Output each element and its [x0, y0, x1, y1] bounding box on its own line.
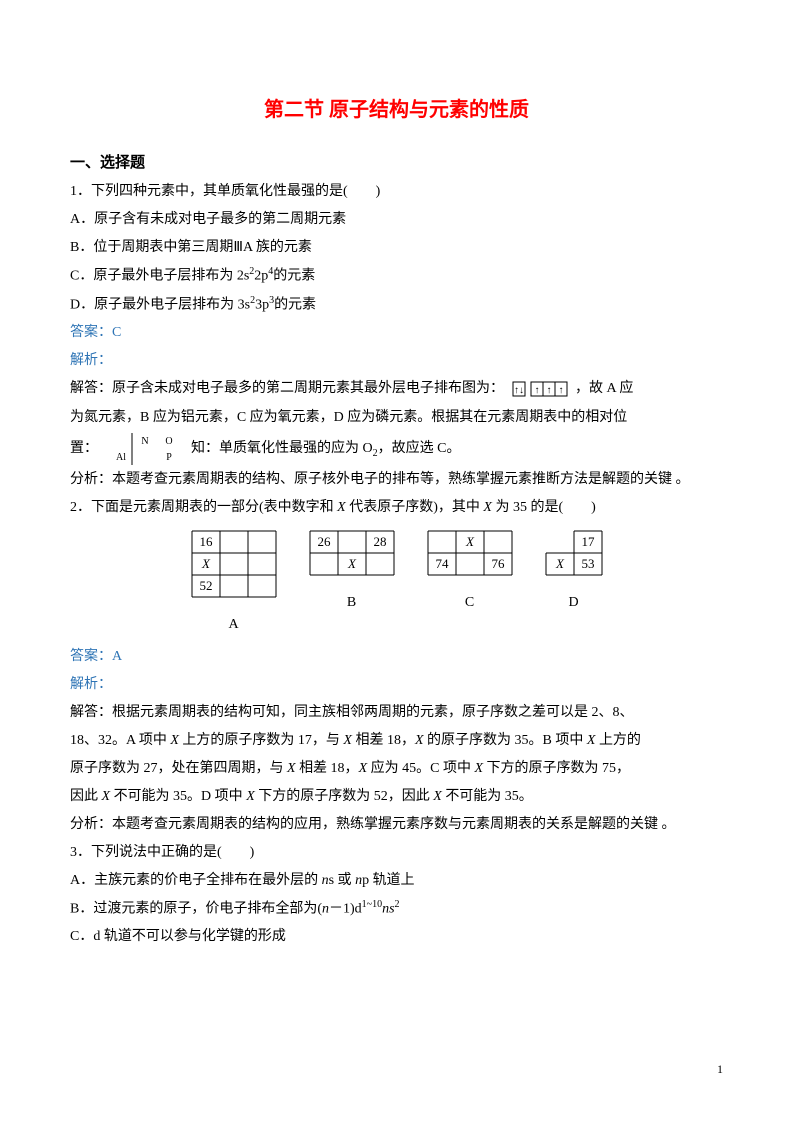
q1-explanation-line1: 解答：原子含未成对电子最多的第二周期元素其最外层电子排布图为： ↑↓ ↑ ↑ ↑ ，故… — [70, 375, 723, 403]
q2-analysis-label: 解析： — [70, 671, 723, 699]
variable-n: n — [322, 901, 329, 916]
q2-answer: 答案：A — [70, 643, 723, 671]
q1-explanation-line2: 为氮元素，B 应为铝元素，C 应为氧元素，D 应为磷元素。根据其在元素周期表中的… — [70, 404, 723, 432]
text: 置： — [70, 441, 98, 456]
option-label: B — [309, 589, 395, 617]
text: 知：单质氧化性最强的应为 O — [191, 441, 373, 456]
text: 解答：原子含未成对电子最多的第二周期元素其最外层电子排布图为： — [70, 382, 504, 397]
svg-text:53: 53 — [581, 556, 594, 571]
svg-text:17: 17 — [581, 534, 595, 549]
svg-text:52: 52 — [199, 578, 212, 593]
q1-option-c: C．原子最外电子层排布为 2s22p4的元素 — [70, 262, 723, 291]
svg-text:O: O — [165, 436, 172, 447]
periodic-table-options: 16 X 52 A 26 28 X B X 74 76 C 17 53 X D — [70, 530, 723, 639]
svg-text:N: N — [141, 436, 148, 447]
q1-analysis-label: 解析： — [70, 347, 723, 375]
text: 的元素 — [273, 269, 315, 284]
svg-text:P: P — [166, 452, 172, 463]
orbital-diagram: ↑↓ ↑ ↑ ↑ — [512, 375, 568, 403]
variable-x: X — [483, 500, 492, 515]
svg-text:16: 16 — [199, 534, 213, 549]
variable-n: n — [322, 873, 329, 888]
q1-option-a: A．原子含有未成对电子最多的第二周期元素 — [70, 206, 723, 234]
q1-option-d: D．原子最外电子层排布为 3s23p3的元素 — [70, 291, 723, 320]
q2-explanation-line1: 解答：根据元素周期表的结构可知，同主族相邻两周期的元素，原子序数之差可以是 2、… — [70, 699, 723, 727]
periodic-fragment-c: X 74 76 C — [427, 530, 513, 617]
q3-option-a: A．主族元素的价电子全排布在最外层的 ns 或 np 轨道上 — [70, 867, 723, 895]
option-label: A — [191, 611, 277, 639]
q1-option-b: B．位于周期表中第三周期ⅢA 族的元素 — [70, 234, 723, 262]
text: －1)d — [329, 901, 362, 916]
svg-text:26: 26 — [317, 534, 331, 549]
variable-x: X — [337, 500, 346, 515]
svg-text:X: X — [555, 556, 565, 571]
svg-text:X: X — [201, 556, 211, 571]
text: B．过渡元素的原子，价电子排布全部为( — [70, 901, 322, 916]
q3-option-b: B．过渡元素的原子，价电子排布全部为(n－1)d1~10ns2 — [70, 895, 723, 924]
text: 2．下面是元素周期表的一部分(表中数字和 — [70, 500, 337, 515]
q1-stem: 1．下列四种元素中，其单质氧化性最强的是( ) — [70, 178, 723, 206]
q3-stem: 3．下列说法中正确的是( ) — [70, 839, 723, 867]
variable-n: n — [355, 873, 362, 888]
q2-explanation-line3: 原子序数为 27，处在第四周期，与 X 相差 18，X 应为 45。C 项中 X… — [70, 755, 723, 783]
q1-explanation-line3: 置： NOAlP 知：单质氧化性最强的应为 O2，故应选 C。 — [70, 432, 723, 466]
q1-summary: 分析：本题考查元素周期表的结构、原子核外电子的排布等，熟练掌握元素推断方法是解题… — [70, 466, 723, 494]
svg-text:74: 74 — [435, 556, 449, 571]
text: 为 35 的是( ) — [492, 500, 596, 515]
svg-text:↑: ↑ — [558, 385, 563, 396]
text: s 或 — [329, 873, 355, 888]
periodic-fragment-b: 26 28 X B — [309, 530, 395, 617]
svg-text:↑↓: ↑↓ — [514, 385, 524, 396]
superscript: 2 — [395, 899, 400, 910]
svg-text:28: 28 — [373, 534, 386, 549]
text: p 轨道上 — [362, 873, 415, 888]
position-table: N O Al P — [108, 432, 182, 466]
text: ns — [382, 901, 394, 916]
q3-option-c: C．d 轨道不可以参与化学键的形成 — [70, 923, 723, 951]
text: C．原子最外电子层排布为 2s — [70, 269, 249, 284]
q2-stem: 2．下面是元素周期表的一部分(表中数字和 X 代表原子序数)，其中 X 为 35… — [70, 494, 723, 522]
svg-text:76: 76 — [491, 556, 505, 571]
option-label: D — [545, 589, 603, 617]
q2-summary: 分析：本题考查元素周期表的结构的应用，熟练掌握元素序数与元素周期表的关系是解题的… — [70, 811, 723, 839]
q1-answer: 答案：C — [70, 319, 723, 347]
superscript: 1~10 — [362, 899, 382, 910]
svg-text:X: X — [465, 534, 475, 549]
periodic-fragment-d: 17 53 X D — [545, 530, 603, 617]
text: 代表原子序数)，其中 — [346, 500, 484, 515]
text: ，故 A 应 — [575, 382, 633, 397]
text: 的元素 — [274, 297, 316, 312]
svg-text:↑: ↑ — [534, 385, 539, 396]
page-number: 1 — [717, 1062, 723, 1077]
document-title: 第二节 原子结构与元素的性质 — [70, 90, 723, 130]
svg-text:X: X — [347, 556, 357, 571]
q2-explanation-line2: 18、32。A 项中 X 上方的原子序数为 17，与 X 相差 18，X 的原子… — [70, 727, 723, 755]
text: 3p — [255, 297, 269, 312]
periodic-fragment-a: 16 X 52 A — [191, 530, 277, 639]
text: ，故应选 C。 — [378, 441, 461, 456]
text: D．原子最外电子层排布为 3s — [70, 297, 250, 312]
svg-text:Al: Al — [116, 452, 126, 463]
text: 2p — [254, 269, 268, 284]
svg-text:↑: ↑ — [546, 385, 551, 396]
text: A．主族元素的价电子全排布在最外层的 — [70, 873, 322, 888]
section-heading: 一、选择题 — [70, 148, 723, 178]
q2-explanation-line4: 因此 X 不可能为 35。D 项中 X 下方的原子序数为 52，因此 X 不可能… — [70, 783, 723, 811]
option-label: C — [427, 589, 513, 617]
